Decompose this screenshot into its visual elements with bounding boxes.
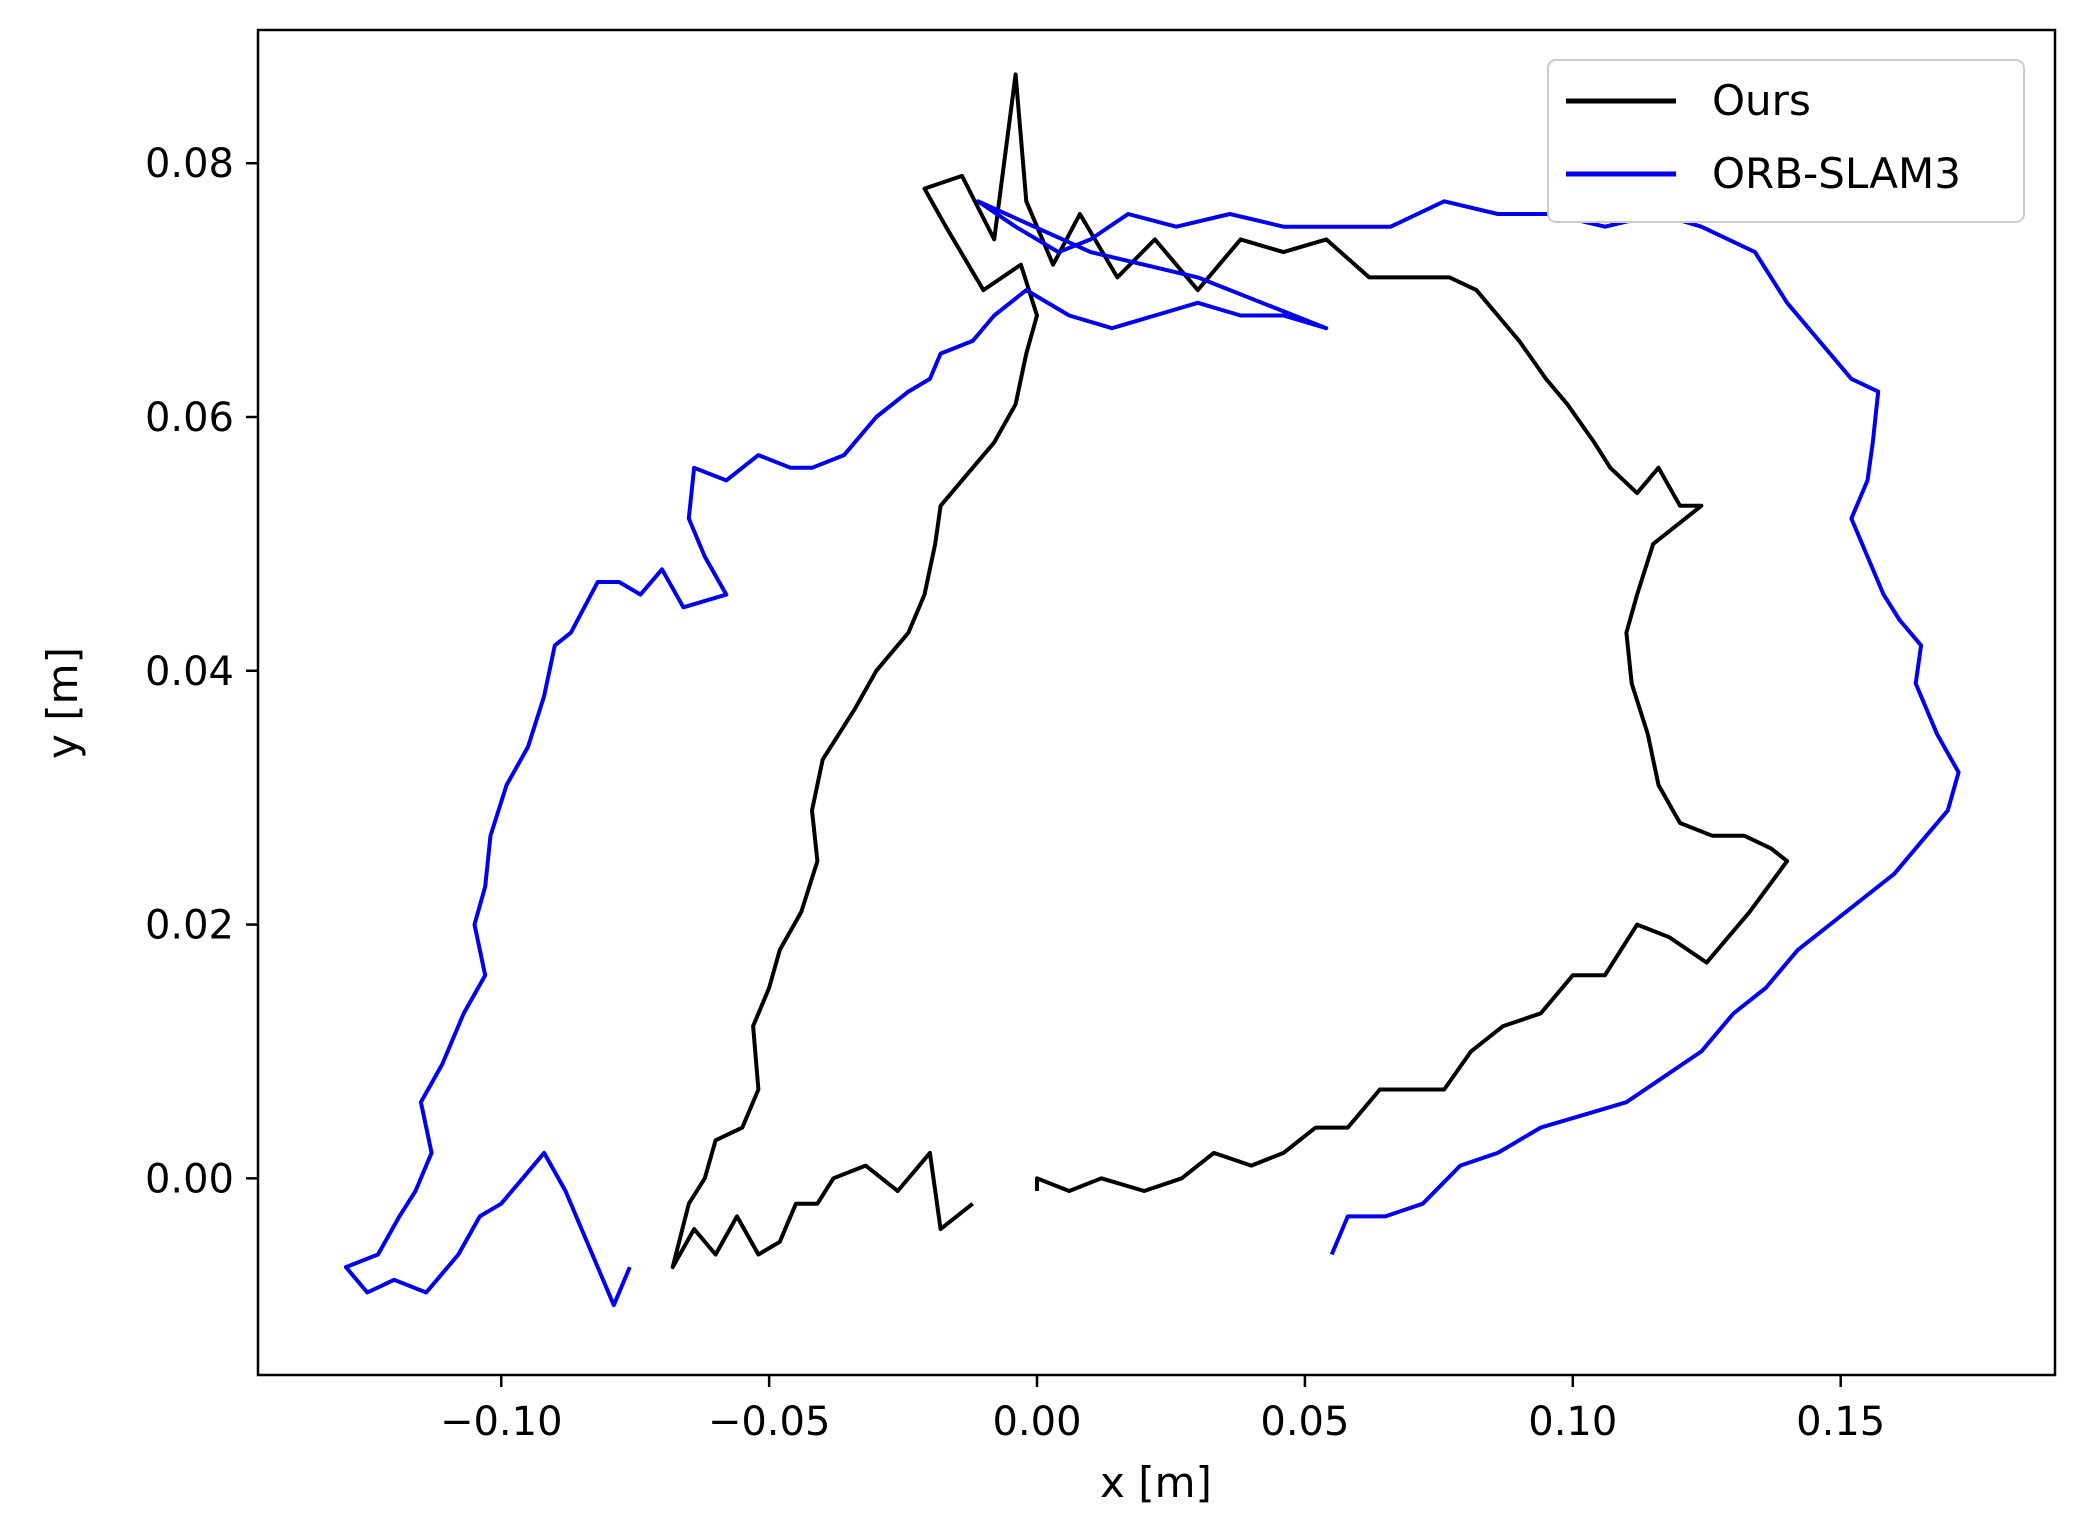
x-axis: −0.10 −0.05 0.00 0.05 0.10 0.15 [440,1375,1885,1445]
x-tick-label: 0.05 [1260,1399,1349,1445]
x-tick-label: 0.00 [992,1399,1081,1445]
y-tick-label: 0.08 [145,141,234,187]
y-axis: 0.00 0.02 0.04 0.06 0.08 [145,141,258,1202]
y-axis-label: y [m] [38,647,87,759]
plot-area [256,28,2057,1377]
y-tick-label: 0.00 [145,1156,234,1202]
legend-label-orb-slam3: ORB-SLAM3 [1712,149,1961,198]
x-axis-label: x [m] [1100,1458,1212,1507]
x-tick-label: −0.10 [440,1399,563,1445]
y-tick-label: 0.04 [145,649,234,695]
plot-frame [256,28,2057,1377]
legend-label-ours: Ours [1712,76,1811,125]
series-line-orb-slam3 [343,199,1961,1308]
y-tick-label: 0.02 [145,903,234,949]
x-tick-label: 0.10 [1528,1399,1617,1445]
x-tick-label: −0.05 [708,1399,831,1445]
series-line-ours [670,72,1790,1270]
x-tick-label: 0.15 [1796,1399,1885,1445]
series-layer [343,72,1961,1308]
y-tick-label: 0.06 [145,395,234,441]
legend: Ours ORB-SLAM3 [1547,59,2025,223]
